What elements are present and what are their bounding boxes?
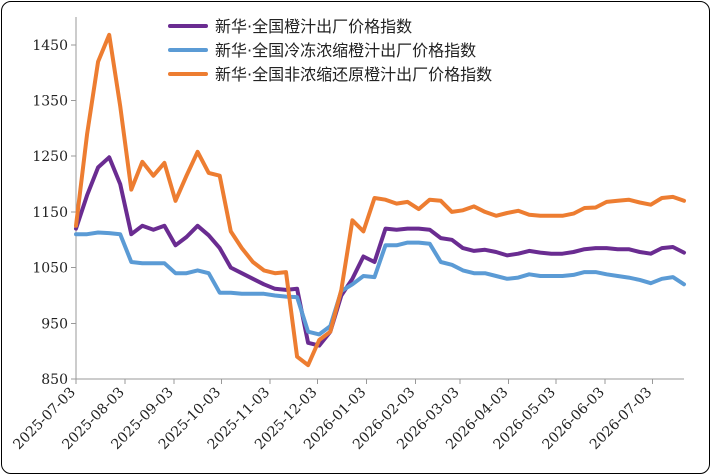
y-tick-label: 1050: [32, 261, 68, 277]
x-axis: 2025-07-032025-08-032025-09-032025-10-03…: [10, 378, 684, 453]
legend: 新华·全国橙汁出厂价格指数新华·全国冷冻浓缩橙汁出厂价格指数新华·全国非浓缩还原…: [168, 17, 492, 84]
y-tick-label: 950: [41, 316, 68, 332]
y-tick-label: 1250: [32, 149, 68, 165]
y-tick-label: 1350: [32, 94, 68, 110]
legend-label-2: 新华·全国冷冻浓缩橙汁出厂价格指数: [215, 41, 476, 60]
legend-label-1: 新华·全国橙汁出厂价格指数: [215, 17, 412, 36]
series-line-1: [74, 155, 686, 348]
series-line-2: [74, 230, 686, 337]
series-layer: [74, 32, 686, 368]
y-axis: 850 950 1050 1150 1250 1350 1450: [32, 17, 77, 388]
y-tick-label: 1450: [32, 38, 68, 54]
legend-label-3: 新华·全国非浓缩还原橙汁出厂价格指数: [215, 65, 492, 84]
series-line-3: [74, 32, 686, 368]
y-tick-label: 850: [41, 372, 68, 388]
y-tick-label: 1150: [32, 205, 68, 221]
